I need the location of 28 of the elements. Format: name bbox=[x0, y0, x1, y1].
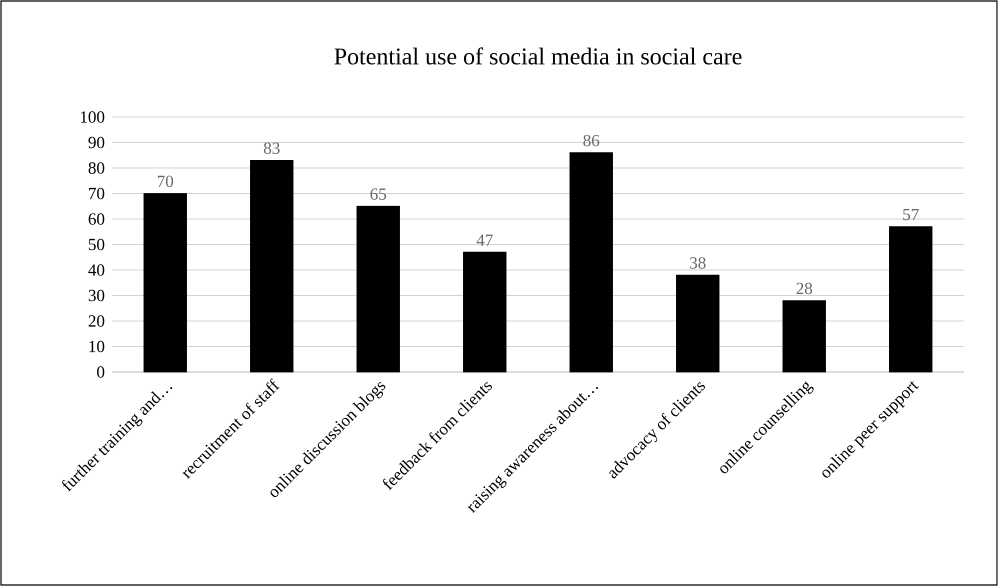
data-label: 47 bbox=[476, 234, 493, 246]
bar bbox=[676, 274, 720, 372]
bar bbox=[570, 152, 613, 372]
y-tick-label: 90 bbox=[88, 136, 104, 148]
bar bbox=[463, 252, 506, 372]
y-tick-label: 0 bbox=[97, 366, 104, 378]
y-tick-label: 20 bbox=[88, 315, 104, 327]
data-label: 28 bbox=[796, 282, 812, 294]
y-tick-label: 10 bbox=[89, 340, 104, 352]
chart-title: Potential use of social media in social care bbox=[334, 47, 742, 65]
y-tick-label: 30 bbox=[88, 290, 104, 302]
data-label: 83 bbox=[264, 142, 280, 154]
y-tick-label: 100 bbox=[80, 111, 104, 123]
bar bbox=[356, 206, 400, 372]
bar bbox=[889, 226, 932, 372]
data-label: 86 bbox=[583, 134, 600, 146]
y-tick-label: 60 bbox=[88, 213, 104, 225]
y-tick-label: 70 bbox=[89, 188, 104, 200]
y-tick-label: 50 bbox=[88, 238, 104, 250]
y-tick-label: 80 bbox=[88, 162, 104, 174]
y-tick-label: 40 bbox=[88, 264, 104, 276]
data-label: 65 bbox=[370, 188, 386, 200]
bar bbox=[144, 193, 187, 372]
bar bbox=[250, 160, 294, 372]
data-label: 70 bbox=[158, 176, 174, 188]
bar bbox=[782, 300, 826, 372]
data-label: 57 bbox=[903, 208, 919, 220]
data-label: 38 bbox=[690, 257, 706, 269]
